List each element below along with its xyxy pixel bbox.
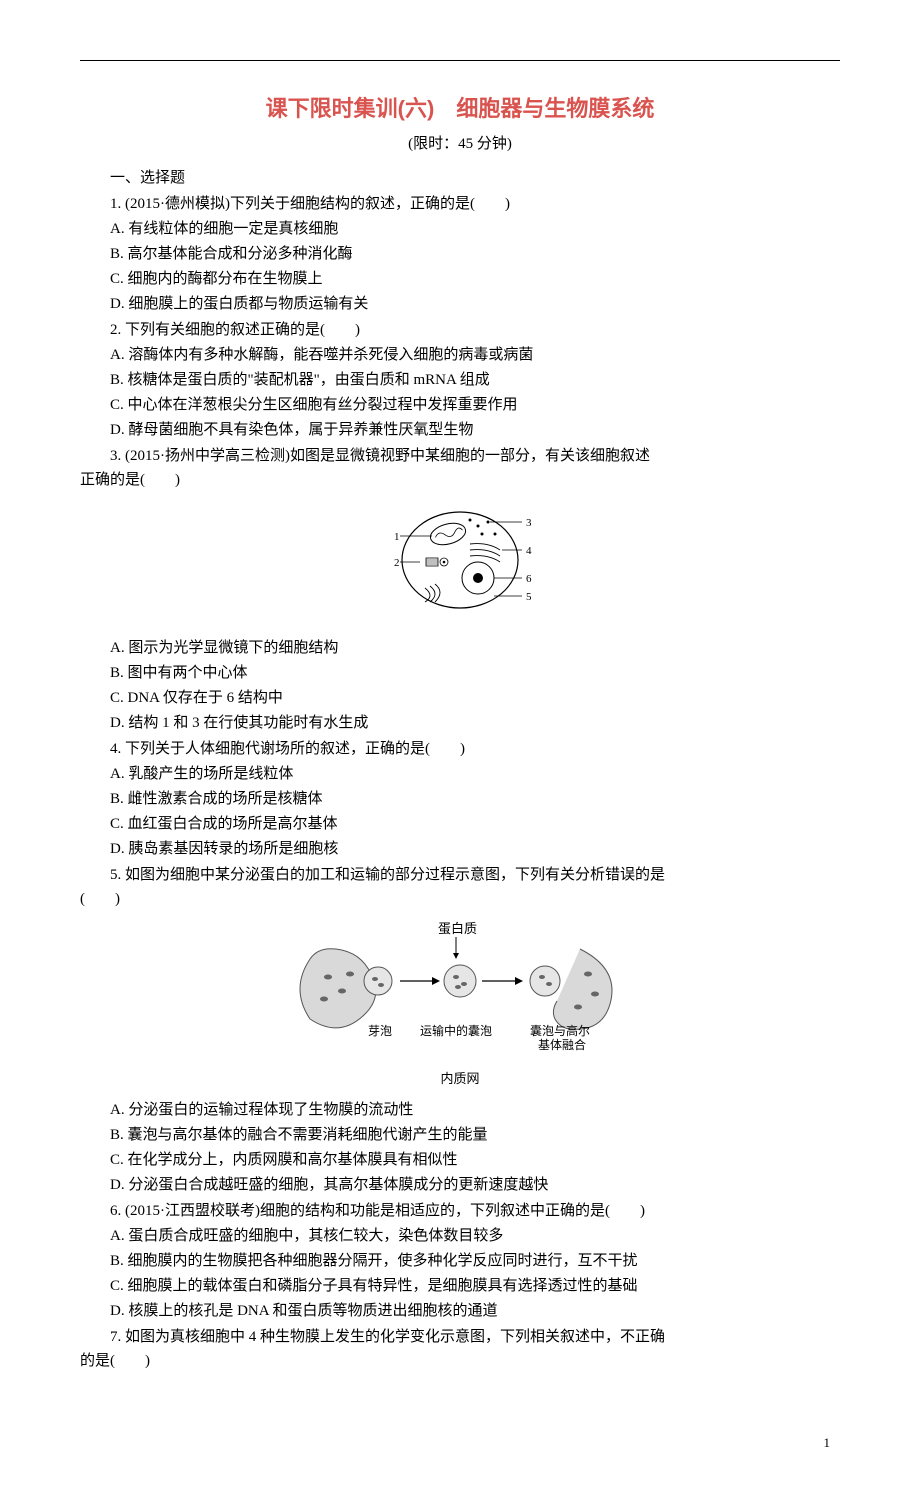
q3-stem-line2: 正确的是( )	[80, 468, 840, 492]
top-divider	[80, 60, 840, 61]
q3-option-c: C. DNA 仅存在于 6 结构中	[80, 686, 840, 710]
secretion-diagram-svg: 蛋白质	[280, 919, 640, 1059]
q5-option-b: B. 囊泡与高尔基体的融合不需要消耗细胞代谢产生的能量	[80, 1123, 840, 1147]
q7-stem-line2: 的是( )	[80, 1349, 840, 1373]
figure-2-secretion-diagram: 蛋白质	[80, 919, 840, 1090]
q6-stem: 6. (2015·江西盟校联考)细胞的结构和功能是相适应的，下列叙述中正确的是(…	[80, 1199, 840, 1223]
fig1-label-3: 3	[526, 517, 532, 529]
q2-stem: 2. 下列有关细胞的叙述正确的是( )	[80, 318, 840, 342]
fig2-label-bud: 芽泡	[368, 1024, 392, 1038]
q2-option-b: B. 核糖体是蛋白质的"装配机器"，由蛋白质和 mRNA 组成	[80, 368, 840, 392]
q2-option-c: C. 中心体在洋葱根尖分生区细胞有丝分裂过程中发挥重要作用	[80, 393, 840, 417]
section-header: 一、选择题	[80, 166, 840, 190]
q5-option-d: D. 分泌蛋白合成越旺盛的细胞，其高尔基体膜成分的更新速度越快	[80, 1173, 840, 1197]
fig2-bottom-label: 内质网	[80, 1069, 840, 1090]
q1-option-b: B. 高尔基体能合成和分泌多种消化酶	[80, 242, 840, 266]
cell-diagram-svg: 1 2 3 4 5 6	[370, 500, 550, 620]
q2-option-a: A. 溶酶体内有多种水解酶，能吞噬并杀死侵入细胞的病毒或病菌	[80, 343, 840, 367]
figure-1-cell-diagram: 1 2 3 4 5 6	[80, 500, 840, 628]
q1-stem: 1. (2015·德州模拟)下列关于细胞结构的叙述，正确的是( )	[80, 192, 840, 216]
fig1-label-6: 6	[526, 573, 532, 585]
fig2-label-fusion-1: 囊泡与高尔	[530, 1023, 590, 1038]
q3-option-d: D. 结构 1 和 3 在行使其功能时有水生成	[80, 711, 840, 735]
q7-stem-line1: 7. 如图为真核细胞中 4 种生物膜上发生的化学变化示意图，下列相关叙述中，不正…	[80, 1325, 840, 1349]
q6-option-b: B. 细胞膜内的生物膜把各种细胞器分隔开，使多种化学反应同时进行，互不干扰	[80, 1249, 840, 1273]
fig1-label-1: 1	[394, 531, 400, 543]
q4-option-d: D. 胰岛素基因转录的场所是细胞核	[80, 837, 840, 861]
fig1-label-2: 2	[394, 557, 400, 569]
fig1-label-4: 4	[526, 545, 532, 557]
q1-option-d: D. 细胞膜上的蛋白质都与物质运输有关	[80, 292, 840, 316]
fig1-label-5: 5	[526, 591, 532, 603]
q5-option-a: A. 分泌蛋白的运输过程体现了生物膜的流动性	[80, 1098, 840, 1122]
q2-option-d: D. 酵母菌细胞不具有染色体，属于异养兼性厌氧型生物	[80, 418, 840, 442]
q5-stem-line2: ( )	[80, 887, 840, 911]
fig2-label-vesicle: 运输中的囊泡	[420, 1023, 492, 1038]
page-title: 课下限时集训(六) 细胞器与生物膜系统	[80, 91, 840, 126]
fig2-top-label: 蛋白质	[438, 921, 477, 936]
page-subtitle: (限时：45 分钟)	[80, 132, 840, 156]
golgi-shape	[530, 949, 612, 1029]
q6-option-a: A. 蛋白质合成旺盛的细胞中，其核仁较大，染色体数目较多	[80, 1224, 840, 1248]
q6-option-d: D. 核膜上的核孔是 DNA 和蛋白质等物质进出细胞核的通道	[80, 1299, 840, 1323]
fig2-label-fusion-2: 基体融合	[538, 1037, 586, 1052]
page-number: 1	[80, 1433, 840, 1454]
er-shape	[300, 949, 392, 1028]
q3-option-b: B. 图中有两个中心体	[80, 661, 840, 685]
q6-option-c: C. 细胞膜上的载体蛋白和磷脂分子具有特异性，是细胞膜具有选择透过性的基础	[80, 1274, 840, 1298]
q4-option-b: B. 雌性激素合成的场所是核糖体	[80, 787, 840, 811]
q5-option-c: C. 在化学成分上，内质网膜和高尔基体膜具有相似性	[80, 1148, 840, 1172]
q1-option-c: C. 细胞内的酶都分布在生物膜上	[80, 267, 840, 291]
q5-stem-line1: 5. 如图为细胞中某分泌蛋白的加工和运输的部分过程示意图，下列有关分析错误的是	[80, 863, 840, 887]
q1-option-a: A. 有线粒体的细胞一定是真核细胞	[80, 217, 840, 241]
q4-option-a: A. 乳酸产生的场所是线粒体	[80, 762, 840, 786]
q4-option-c: C. 血红蛋白合成的场所是高尔基体	[80, 812, 840, 836]
q4-stem: 4. 下列关于人体细胞代谢场所的叙述，正确的是( )	[80, 737, 840, 761]
q3-stem-line1: 3. (2015·扬州中学高三检测)如图是显微镜视野中某细胞的一部分，有关该细胞…	[80, 444, 840, 468]
q3-option-a: A. 图示为光学显微镜下的细胞结构	[80, 636, 840, 660]
vesicle-shape	[444, 965, 476, 997]
